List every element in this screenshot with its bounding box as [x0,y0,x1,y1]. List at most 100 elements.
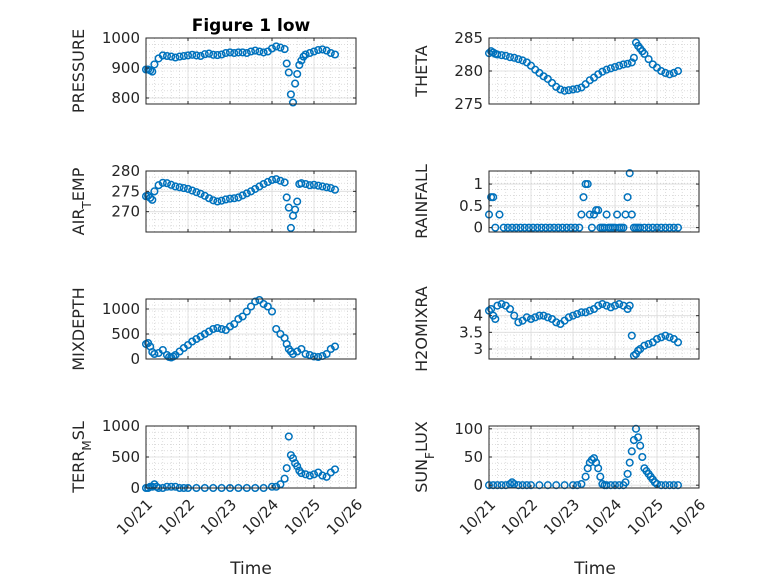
data-point [508,223,517,232]
data-point [322,46,331,55]
data-point [602,301,611,310]
data-point [293,69,302,79]
y-tick-label: 500 [111,448,140,466]
data-point [305,471,314,480]
y-tick-label: 3 [473,340,483,358]
data-point [192,51,201,60]
data-point [162,179,172,188]
data-point [162,51,172,61]
data-point [535,311,544,320]
data-point [291,79,300,88]
y-axis-label: PRESSURE [69,29,88,113]
data-point [272,42,281,51]
data-point [568,85,578,94]
data-point [318,471,327,480]
data-point [286,223,295,232]
data-point [267,482,277,491]
data-point [665,70,674,79]
data-point [661,331,670,340]
data-point [259,179,268,189]
data-point [577,308,586,317]
data-point [167,482,176,491]
data-point [665,333,674,342]
data-point [297,469,306,478]
data-point [225,194,235,203]
data-point [669,223,678,232]
data-point [309,47,319,56]
data-point [167,52,176,61]
data-point [621,478,630,487]
y-axis-label: AIRTEMP [69,167,94,235]
y-tick-label: 500 [111,325,140,343]
data-point [550,223,559,232]
data-point [282,193,291,202]
data-point [531,313,540,322]
data-point [533,223,542,232]
data-point [200,50,209,59]
y-axis-label-part: SUN [412,459,431,493]
data-point [330,185,340,194]
data-point [598,299,607,309]
data-series [484,38,683,95]
data-point [213,51,222,60]
data-point [581,472,590,481]
data-point [293,197,302,206]
data-point [613,210,622,219]
data-point [497,299,506,309]
data-point [638,452,647,462]
x-tick-label: 10/24 [239,496,282,539]
y-tick-label: 4 [473,307,483,325]
data-point [560,86,569,95]
y-axis-label: THETA [412,45,431,97]
data-point [209,324,218,334]
data-point [526,61,536,70]
x-tick-label: 10/23 [540,496,583,539]
data-point [640,49,649,58]
data-point [267,175,277,184]
data-point [587,223,596,232]
data-point [276,329,285,339]
data-point [610,62,620,72]
y-tick-label: 275 [111,182,140,200]
y-tick-label: 0.5 [459,197,483,215]
data-point [529,223,538,232]
data-point [204,49,214,58]
data-point [571,223,580,232]
x-tick-label: 10/24 [582,496,625,539]
data-point [280,178,289,187]
data-point [581,308,590,317]
data-point [598,67,607,76]
y-axis-label-part: TERR [69,451,88,494]
data-point [259,48,268,57]
data-point [314,45,323,55]
data-point [204,194,214,203]
data-point [566,223,575,232]
subplot-5: 0 500 1000 MIXDEPTH [69,287,357,371]
y-tick-label: 280 [111,162,140,180]
data-point [501,51,510,60]
data-point [238,191,247,200]
data-point [209,50,218,59]
data-point [221,48,230,58]
data-point [594,301,603,310]
y-axis-label-subscript: F [423,452,437,459]
data-point [491,314,500,324]
data-point [251,184,260,193]
data-point [305,350,314,360]
data-point [505,480,515,489]
data-point [547,78,557,87]
subplot-8: 0 50 100 SUNFLUX 10/2110/2210/2310/2410/2510… [412,420,709,539]
data-point [255,182,264,191]
data-point [634,346,643,355]
data-point [495,210,504,219]
data-point [330,50,340,59]
y-tick-label: 100 [454,420,483,438]
data-point [305,181,314,190]
data-point [545,223,554,232]
data-point [183,51,193,60]
data-point [568,311,578,320]
data-point [579,193,588,202]
data-point [640,341,649,350]
y-tick-label: 0 [473,476,483,494]
